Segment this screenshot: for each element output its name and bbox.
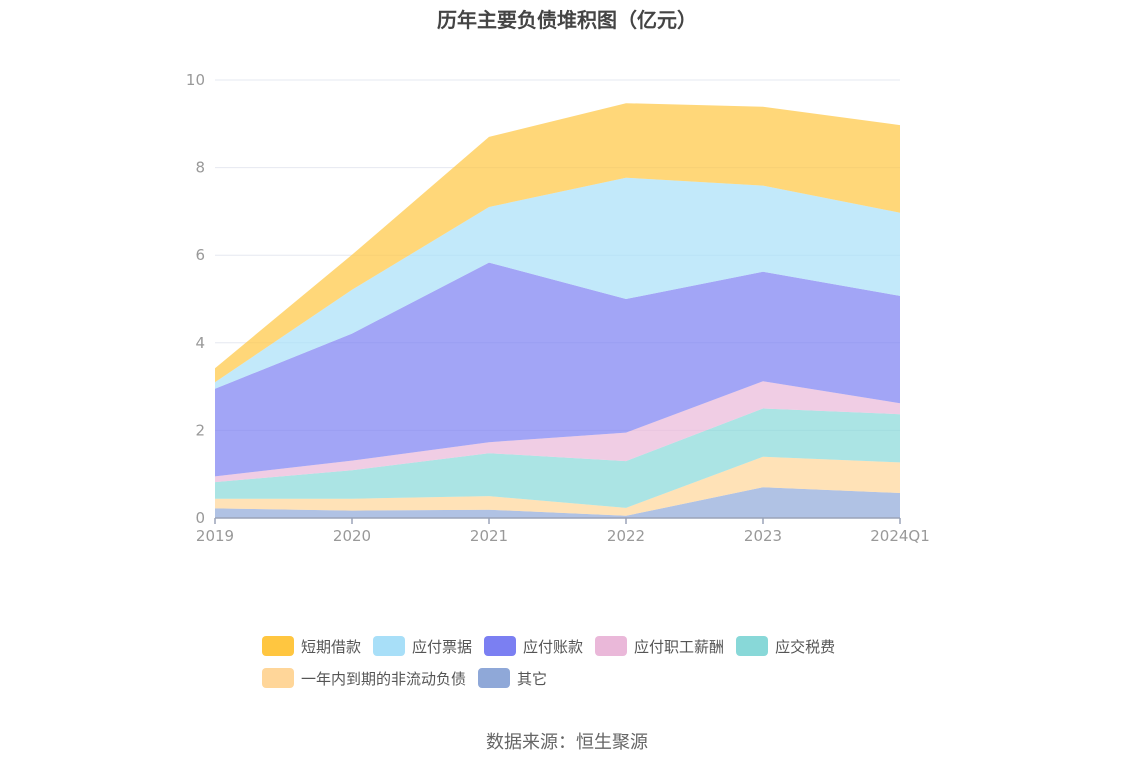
area-应付账款 [215,262,900,477]
x-tick-label: 2024Q1 [870,527,930,545]
legend-swatch [484,636,517,656]
area-应付票据 [215,177,900,389]
legend-item[interactable]: 应交税费 [736,636,835,657]
legend-item[interactable]: 应付职工薪酬 [595,636,724,657]
y-tick-label: 0 [195,509,205,527]
legend-swatch [478,668,511,688]
y-tick-label: 10 [186,71,205,89]
area-应交税费 [215,408,900,508]
legend: 短期借款 应付票据 应付账款 应付职工薪酬 应交税费 一年内到期的非流动负债 其它 [262,630,902,694]
y-tick-label: 2 [195,421,205,439]
legend-label: 一年内到期的非流动负债 [301,669,467,688]
y-tick-label: 6 [195,246,205,264]
legend-item[interactable]: 其它 [478,668,547,689]
legend-label: 其它 [517,669,548,688]
area-series [215,103,900,518]
area-短期借款 [215,103,900,383]
legend-swatch [595,636,628,656]
legend-item[interactable]: 短期借款 [262,636,361,657]
legend-swatch [736,636,769,656]
legend-swatch [373,636,406,656]
y-tick-label: 8 [195,159,205,177]
axes: 0 2 4 6 8 10 2019 2020 2021 2022 2023 2024Q1 [186,71,930,545]
legend-item[interactable]: 一年内到期的非流动负债 [262,668,466,689]
legend-label: 应付账款 [523,637,584,656]
legend-swatch [262,636,294,656]
x-tick-label: 2023 [744,527,782,545]
legend-label: 应付职工薪酬 [634,637,725,656]
legend-item[interactable]: 应付账款 [484,636,583,657]
area-一年内到期的非流动负债 [215,456,900,516]
legend-swatch [262,668,294,688]
x-tick-label: 2020 [333,527,371,545]
y-tick-label: 4 [195,334,205,352]
data-source: 数据来源：恒生聚源 [486,732,648,753]
legend-row-1: 短期借款 应付票据 应付账款 应付职工薪酬 应交税费 [262,630,902,662]
legend-item[interactable]: 应付票据 [373,636,472,657]
legend-label: 短期借款 [301,637,362,656]
legend-row-2: 一年内到期的非流动负债 其它 [262,662,902,694]
chart-title: 历年主要负债堆积图（亿元） [437,8,697,32]
area-其它 [215,487,900,518]
x-tick-label: 2021 [470,527,508,545]
legend-label: 应付票据 [412,637,473,656]
x-tick-label: 2022 [607,527,645,545]
legend-label: 应交税费 [775,637,836,656]
area-应付职工薪酬 [215,381,900,483]
x-tick-label: 2019 [196,527,234,545]
